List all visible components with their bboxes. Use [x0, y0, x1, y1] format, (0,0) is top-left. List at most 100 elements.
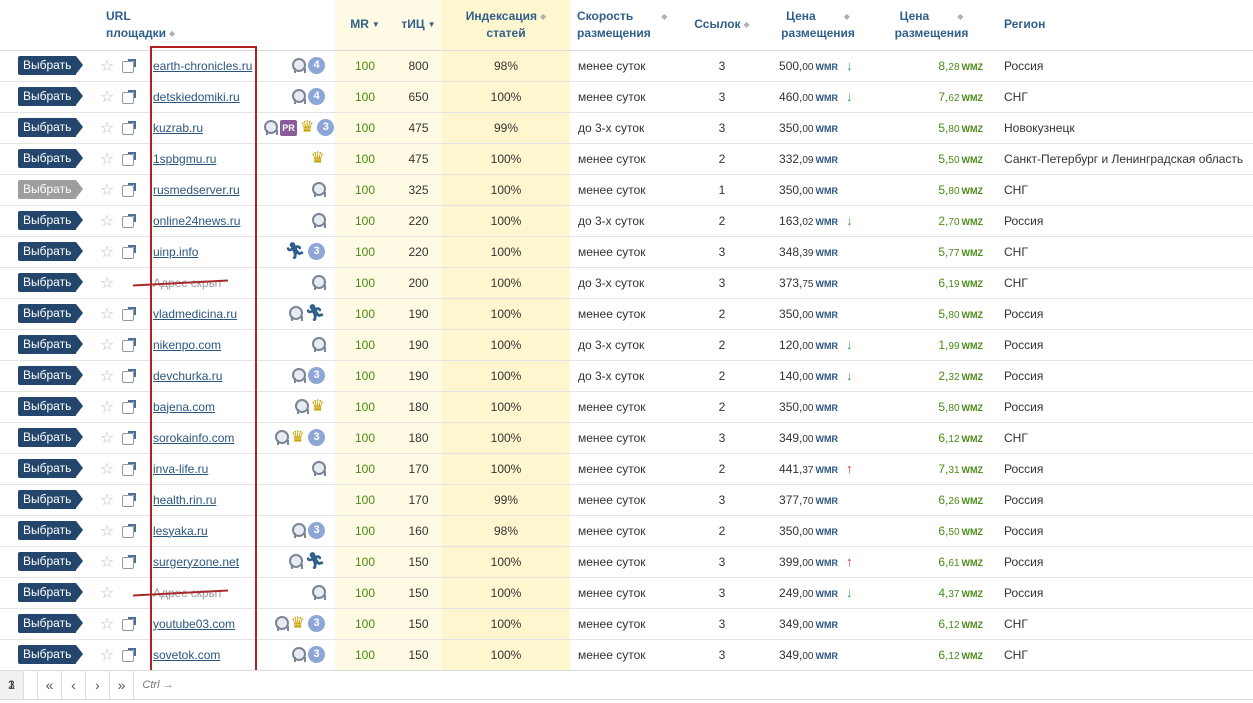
level-badge-icon[interactable]: 3: [308, 367, 325, 384]
site-url-link[interactable]: sorokainfo.com: [153, 430, 235, 445]
runner-icon[interactable]: 🏃︎: [284, 242, 305, 260]
level-badge-icon[interactable]: 4: [308, 57, 325, 74]
crown-icon[interactable]: ♛: [310, 397, 325, 415]
external-link-icon[interactable]: [122, 90, 136, 105]
award-icon[interactable]: [291, 522, 306, 539]
external-link-icon[interactable]: [122, 400, 136, 415]
external-link-icon[interactable]: [122, 524, 136, 539]
header-price-wmz[interactable]: Цена ◆ размещения: [870, 0, 994, 51]
site-url-link[interactable]: online24news.ru: [153, 213, 241, 228]
star-icon[interactable]: ☆: [99, 398, 115, 416]
award-icon[interactable]: [311, 212, 326, 229]
choose-button[interactable]: Выбрать: [18, 56, 83, 75]
level-badge-icon[interactable]: 3: [317, 119, 335, 136]
external-link-icon[interactable]: [122, 648, 136, 663]
star-icon[interactable]: ☆: [99, 491, 115, 509]
award-icon[interactable]: [291, 57, 306, 74]
award-icon[interactable]: [263, 119, 278, 136]
award-icon[interactable]: [311, 584, 326, 601]
star-icon[interactable]: ☆: [99, 336, 115, 354]
external-link-icon[interactable]: [122, 431, 136, 446]
crown-icon[interactable]: ♛: [290, 614, 305, 632]
last-page-button[interactable]: »: [110, 671, 134, 699]
choose-button[interactable]: Выбрать: [18, 304, 83, 323]
choose-button[interactable]: Выбрать: [18, 428, 83, 447]
level-badge-icon[interactable]: 4: [308, 88, 325, 105]
award-icon[interactable]: [294, 398, 309, 415]
header-price-wmr[interactable]: Цена ◆ размещения: [766, 0, 871, 51]
site-url-link[interactable]: nikenpo.com: [153, 337, 222, 352]
crown-icon[interactable]: ♛: [290, 428, 305, 446]
page-3-button[interactable]: 3: [0, 671, 24, 699]
runner-icon[interactable]: 🏃︎: [304, 304, 325, 322]
crown-icon[interactable]: ♛: [310, 149, 325, 167]
site-url-link[interactable]: youtube03.com: [153, 616, 236, 631]
award-icon[interactable]: [311, 181, 326, 198]
star-icon[interactable]: ☆: [99, 181, 115, 199]
level-badge-icon[interactable]: 3: [308, 615, 325, 632]
external-link-icon[interactable]: [122, 121, 136, 136]
star-icon[interactable]: ☆: [99, 429, 115, 447]
site-url-link[interactable]: lesyaka.ru: [153, 523, 208, 538]
choose-button[interactable]: Выбрать: [18, 149, 83, 168]
external-link-icon[interactable]: [122, 617, 136, 632]
level-badge-icon[interactable]: 3: [308, 522, 325, 539]
star-icon[interactable]: ☆: [99, 646, 115, 664]
choose-button[interactable]: Выбрать: [18, 490, 83, 509]
choose-button[interactable]: Выбрать: [18, 583, 83, 602]
site-url-link[interactable]: uinp.info: [153, 244, 199, 259]
choose-button[interactable]: Выбрать: [18, 397, 83, 416]
award-icon[interactable]: [288, 553, 303, 570]
star-icon[interactable]: ☆: [99, 243, 115, 261]
award-icon[interactable]: [274, 429, 289, 446]
choose-button[interactable]: Выбрать: [18, 118, 83, 137]
choose-button[interactable]: Выбрать: [18, 614, 83, 633]
site-url-link[interactable]: inva-life.ru: [153, 461, 209, 476]
choose-button[interactable]: Выбрать: [18, 366, 83, 385]
external-link-icon[interactable]: [122, 307, 136, 322]
star-icon[interactable]: ☆: [99, 460, 115, 478]
award-icon[interactable]: [288, 305, 303, 322]
choose-button[interactable]: Выбрать: [18, 552, 83, 571]
next-page-button[interactable]: ›: [86, 671, 110, 699]
crown-icon[interactable]: ♛: [300, 118, 315, 136]
star-icon[interactable]: ☆: [99, 274, 115, 292]
external-link-icon[interactable]: [122, 555, 136, 570]
site-url-link[interactable]: bajena.com: [153, 399, 216, 414]
star-icon[interactable]: ☆: [99, 615, 115, 633]
site-url-link[interactable]: detskiedomiki.ru: [153, 89, 240, 104]
choose-button[interactable]: Выбрать: [18, 645, 83, 664]
star-icon[interactable]: ☆: [99, 57, 115, 75]
external-link-icon[interactable]: [122, 183, 136, 198]
award-icon[interactable]: [311, 274, 326, 291]
choose-button[interactable]: Выбрать: [18, 521, 83, 540]
award-icon[interactable]: [311, 460, 326, 477]
prev-page-button[interactable]: ‹: [62, 671, 86, 699]
star-icon[interactable]: ☆: [99, 212, 115, 230]
header-mr[interactable]: MR ▼: [335, 0, 395, 51]
star-icon[interactable]: ☆: [99, 553, 115, 571]
star-icon[interactable]: ☆: [99, 367, 115, 385]
choose-button[interactable]: Выбрать: [18, 87, 83, 106]
header-links[interactable]: Ссылок ◆: [678, 0, 766, 51]
external-link-icon[interactable]: [122, 245, 136, 260]
choose-button[interactable]: Выбрать: [18, 459, 83, 478]
first-page-button[interactable]: «: [38, 671, 62, 699]
site-url-link[interactable]: sovetok.com: [153, 647, 221, 662]
level-badge-icon[interactable]: 3: [308, 429, 325, 446]
site-url-link[interactable]: vladmedicina.ru: [153, 306, 238, 321]
header-region[interactable]: Регион: [993, 0, 1253, 51]
site-url-link[interactable]: devchurka.ru: [153, 368, 223, 383]
site-url-link[interactable]: earth-chronicles.ru: [153, 58, 253, 73]
site-url-link[interactable]: kuzrab.ru: [153, 120, 204, 135]
header-tic[interactable]: тИЦ ▼: [395, 0, 442, 51]
star-icon[interactable]: ☆: [99, 150, 115, 168]
header-indexing[interactable]: Индексация ◆ статей: [442, 0, 570, 51]
external-link-icon[interactable]: [122, 462, 136, 477]
choose-button[interactable]: Выбрать: [18, 242, 83, 261]
level-badge-icon[interactable]: 3: [308, 646, 325, 663]
choose-button[interactable]: Выбрать: [18, 335, 83, 354]
star-icon[interactable]: ☆: [99, 522, 115, 540]
choose-button[interactable]: Выбрать: [18, 180, 83, 199]
award-icon[interactable]: [274, 615, 289, 632]
